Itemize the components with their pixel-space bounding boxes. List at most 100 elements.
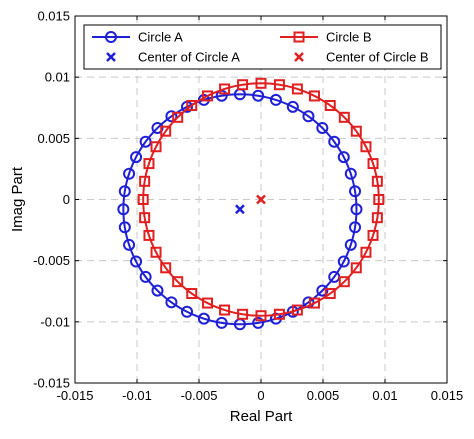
data-point xyxy=(186,99,198,111)
data-point xyxy=(373,194,385,205)
data-point xyxy=(273,308,285,320)
legend-label: Circle A xyxy=(138,30,183,45)
data-point xyxy=(286,100,299,113)
data-point xyxy=(202,297,214,309)
legend-marker xyxy=(294,52,304,62)
data-point xyxy=(349,221,362,234)
data-point xyxy=(324,99,336,111)
data-point xyxy=(367,158,379,170)
data-point xyxy=(350,262,362,274)
y-tick-label: -0.015 xyxy=(33,376,70,391)
legend-label: Circle B xyxy=(326,30,372,45)
series-circle-a xyxy=(117,88,363,331)
legend: Circle A Circle B Center of Circle A Center… xyxy=(83,24,442,70)
legend-item: Circle B xyxy=(280,30,372,45)
x-axis-label: Real Part xyxy=(230,408,293,425)
data-point xyxy=(151,284,164,297)
legend-marker xyxy=(106,52,116,62)
data-point xyxy=(316,121,329,134)
data-point xyxy=(324,288,336,300)
tick-layer: -0.015 -0.01 -0.005 0 0.005 0.01 0.015 -0.015 -0… xyxy=(33,9,463,404)
x-tick-label: 0 xyxy=(257,388,264,403)
x-tick-label: -0.015 xyxy=(57,388,94,403)
data-point xyxy=(150,246,162,258)
data-point xyxy=(202,90,214,102)
legend-label: Center of Circle B xyxy=(326,50,429,65)
data-point xyxy=(344,238,357,251)
legend-item: Center of Circle A xyxy=(106,50,240,65)
data-point xyxy=(160,125,172,137)
data-point xyxy=(143,229,155,241)
data-point xyxy=(337,151,350,164)
data-point xyxy=(219,83,231,95)
data-point xyxy=(302,296,315,309)
legend-marker xyxy=(105,31,117,43)
data-point xyxy=(165,296,178,309)
data-point xyxy=(215,316,228,329)
data-point xyxy=(150,141,162,153)
data-point xyxy=(291,304,303,316)
data-point xyxy=(308,297,320,309)
data-point xyxy=(316,284,329,297)
data-point xyxy=(130,151,143,164)
data-point xyxy=(360,141,372,153)
data-point xyxy=(349,185,362,198)
data-point xyxy=(118,221,131,234)
data-point-stroke-b xyxy=(235,204,245,215)
data-point xyxy=(130,255,143,268)
data-point xyxy=(360,246,372,258)
data-point xyxy=(252,316,265,329)
legend-box xyxy=(83,24,442,70)
data-point xyxy=(123,167,136,180)
data-point xyxy=(235,204,245,215)
data-point xyxy=(117,203,130,216)
data-point xyxy=(139,212,151,224)
series-center-of-circle-b xyxy=(256,194,266,205)
data-point xyxy=(328,135,341,148)
y-axis-label: Imag Part xyxy=(9,166,26,232)
data-point xyxy=(255,77,267,89)
data-point xyxy=(160,262,172,274)
data-point xyxy=(338,276,350,288)
data-point xyxy=(269,93,282,106)
legend-label: Center of Circle A xyxy=(138,50,240,65)
data-point xyxy=(337,255,350,268)
y-tick-label: 0.005 xyxy=(37,131,70,146)
data-point xyxy=(172,111,184,123)
data-point xyxy=(143,158,155,170)
data-point xyxy=(151,121,164,134)
data-point xyxy=(181,305,194,318)
y-tick-label: 0.01 xyxy=(45,70,70,85)
legend-marker-stroke-b xyxy=(294,52,304,62)
series-center-of-circle-a xyxy=(235,204,245,215)
legend-item: Center of Circle B xyxy=(294,50,429,65)
data-point xyxy=(350,125,362,137)
data-point xyxy=(172,276,184,288)
data-point xyxy=(350,203,363,216)
x-tick-label: 0.015 xyxy=(431,388,464,403)
data-point xyxy=(123,238,136,251)
series-layer xyxy=(117,77,385,331)
legend-items: Circle A Circle B Center of Circle A Center… xyxy=(92,30,429,65)
data-point xyxy=(252,89,265,102)
legend-marker-stroke-b xyxy=(106,52,116,62)
legend-marker xyxy=(293,31,305,43)
data-point xyxy=(371,175,383,187)
data-point xyxy=(186,288,198,300)
y-tick-label: 0 xyxy=(63,192,70,207)
data-point xyxy=(367,229,379,241)
data-point xyxy=(308,90,320,102)
data-point xyxy=(137,194,149,205)
data-point xyxy=(273,79,285,91)
data-point xyxy=(237,308,249,320)
data-point xyxy=(255,310,267,322)
data-point xyxy=(291,83,303,95)
data-point xyxy=(338,111,350,123)
data-point xyxy=(165,110,178,123)
data-point xyxy=(371,212,383,224)
data-point xyxy=(237,79,249,91)
data-point xyxy=(139,175,151,187)
data-point xyxy=(344,167,357,180)
